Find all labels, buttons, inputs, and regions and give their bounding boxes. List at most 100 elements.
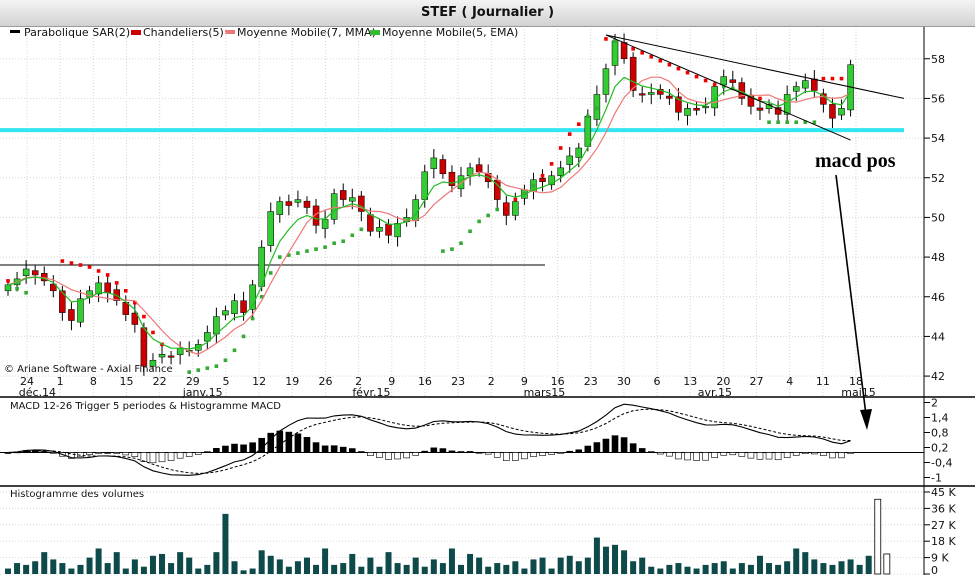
- macd-histogram-bar: [457, 451, 465, 453]
- volume-bar: [294, 561, 301, 574]
- sar-dot: [685, 70, 690, 75]
- volume-bar: [702, 564, 709, 574]
- sar-dot: [812, 120, 817, 125]
- macd-histogram-bar: [222, 445, 229, 453]
- candle-down: [629, 56, 637, 91]
- sar-dot: [250, 316, 255, 321]
- volume-tick-label: 0: [931, 564, 938, 575]
- volume-bar: [521, 568, 528, 574]
- volume-bar: [149, 555, 156, 574]
- date-tick-label: 30: [617, 375, 631, 388]
- macd-histogram-bar: [602, 438, 610, 453]
- macd-tick-label: -1: [931, 472, 942, 485]
- candle-up: [294, 199, 302, 203]
- sar-dot: [576, 122, 581, 126]
- volume-bar: [421, 566, 428, 574]
- macd-histogram-bar: [185, 452, 193, 457]
- macd-histogram-bar: [811, 452, 818, 455]
- trend-lines: [605, 34, 905, 141]
- candle-down: [503, 202, 510, 216]
- candle-down: [729, 79, 737, 83]
- macd-histogram-bar: [249, 442, 256, 453]
- moving-averages: [7, 76, 852, 355]
- date-tick-label: 1: [57, 375, 64, 388]
- macd-histogram-bar: [403, 452, 410, 459]
- macd-trigger-line: [7, 408, 851, 474]
- sar-dot: [830, 76, 835, 81]
- candle-down: [312, 205, 320, 226]
- chart-title: STEF ( Journalier ): [0, 0, 975, 27]
- price-tick-label: 50: [931, 211, 945, 224]
- volume-tick-label: 27 K: [931, 519, 956, 532]
- macd-histogram-bar: [521, 452, 528, 460]
- volume-bar: [95, 548, 102, 574]
- volume-bar: [168, 563, 175, 574]
- volume-bar: [639, 557, 646, 574]
- candle-up: [566, 155, 573, 165]
- macd-histogram-bar: [439, 448, 447, 453]
- price-tick-label: 48: [931, 251, 945, 264]
- volume-axis: 45 K 36 K 27 K 18 K 9 K0: [924, 486, 956, 575]
- candle-up: [430, 157, 438, 169]
- macd-histogram-bar: [240, 444, 247, 453]
- macd-histogram-bar: [294, 433, 302, 453]
- macd-histogram-bar: [711, 452, 718, 458]
- candle-up: [249, 284, 256, 310]
- sar-dot: [441, 249, 445, 253]
- date-tick-label: 12: [252, 375, 266, 388]
- candle-down: [140, 327, 148, 367]
- volume-bar: [430, 559, 437, 574]
- candle-up: [394, 223, 401, 238]
- sar-dot: [586, 114, 590, 119]
- macd-axis: 2 1,4 0,8 0,2 -0,4 -1: [924, 397, 952, 485]
- month-label: mars15: [524, 386, 566, 399]
- sar-dot: [522, 191, 527, 196]
- candle-down: [448, 171, 456, 186]
- date-tick-label: 2: [355, 375, 362, 388]
- volume-bar: [621, 550, 628, 574]
- legend-sar: Parabolique SAR(2): [24, 26, 130, 39]
- volume-bar: [59, 563, 66, 574]
- macd-histogram-bar: [783, 452, 791, 458]
- macd-histogram-bar: [140, 452, 148, 462]
- sar-dot: [703, 78, 708, 83]
- sar-dot: [459, 241, 463, 245]
- date-tick-label: 29: [186, 375, 200, 388]
- date-tick-label: 5: [222, 375, 229, 388]
- legend-ema: Moyenne Mobile(5, EMA): [382, 26, 518, 39]
- volume-bar: [530, 559, 537, 574]
- candle-down: [657, 89, 664, 95]
- sar-dot: [314, 247, 318, 251]
- sar-dot: [767, 120, 771, 125]
- volume-bar: [222, 513, 229, 574]
- candle-down: [358, 195, 365, 212]
- volume-bar: [693, 568, 700, 574]
- candle-up: [648, 92, 655, 95]
- sar-dot: [78, 263, 83, 267]
- volume-bar: [204, 564, 211, 574]
- macd-histogram-bar: [557, 452, 564, 454]
- candle-up: [838, 108, 845, 116]
- sar-dot: [223, 358, 228, 363]
- volume-bar: [313, 564, 320, 574]
- volume-bar: [847, 559, 854, 574]
- volume-bar: [612, 544, 619, 574]
- candle-down: [59, 290, 66, 313]
- macd-histogram-bar: [756, 452, 764, 460]
- date-tick-label: 27: [750, 375, 764, 388]
- macd-histogram-bar: [204, 451, 211, 453]
- volume-bar: [557, 557, 564, 574]
- volume-bar: [213, 552, 220, 574]
- date-tick-label: 20: [716, 375, 730, 388]
- candle-up: [276, 201, 284, 215]
- macd-histogram-bar: [131, 452, 139, 457]
- sar-dot: [531, 183, 536, 188]
- volume-bar: [675, 563, 682, 574]
- volume-bar: [503, 564, 510, 574]
- macd-histogram-bar: [176, 452, 184, 459]
- legend-ema-swatch: [370, 30, 380, 35]
- candle-down: [675, 96, 682, 113]
- price-panel-bg: [0, 27, 924, 397]
- resistance-trend-line: [605, 34, 905, 99]
